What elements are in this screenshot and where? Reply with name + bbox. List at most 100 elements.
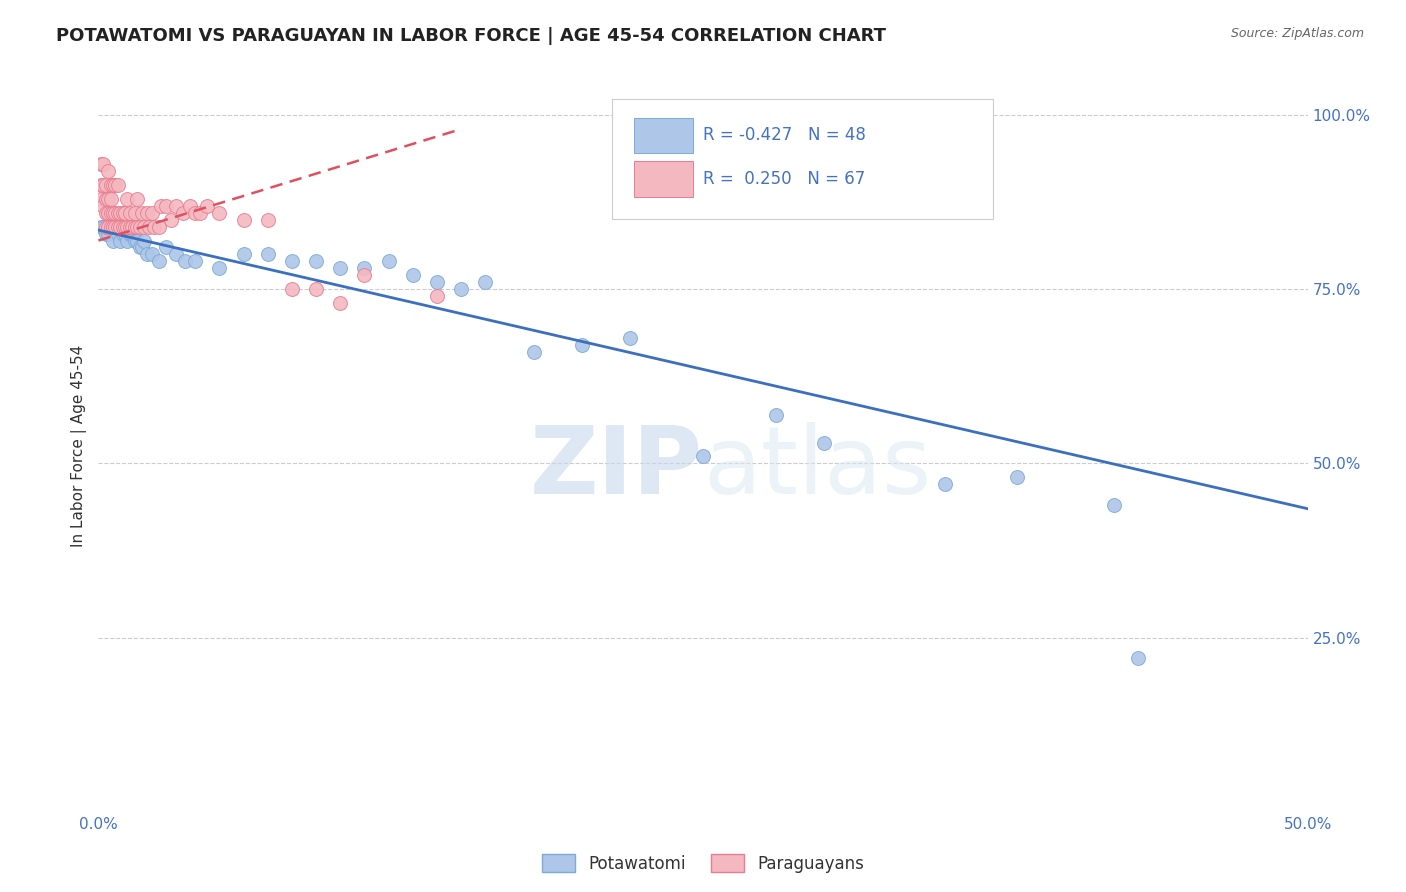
Point — [195, 199, 218, 213]
Point — [256, 247, 278, 261]
Point — [571, 338, 593, 352]
Point — [353, 261, 375, 276]
Point — [121, 227, 143, 241]
Point — [148, 254, 170, 268]
Point — [165, 247, 187, 261]
Point — [114, 219, 136, 234]
Point — [91, 178, 114, 192]
Point — [100, 219, 122, 234]
Point — [232, 212, 254, 227]
FancyBboxPatch shape — [634, 161, 693, 196]
Point — [118, 227, 141, 241]
Legend: Potawatomi, Paraguayans: Potawatomi, Paraguayans — [534, 847, 872, 880]
Point — [108, 219, 131, 234]
Point — [108, 234, 131, 248]
Point — [281, 254, 304, 268]
Point — [97, 219, 120, 234]
FancyBboxPatch shape — [613, 99, 993, 219]
Point — [100, 178, 122, 192]
Point — [474, 275, 496, 289]
Point — [174, 254, 197, 268]
Point — [104, 205, 127, 219]
Point — [111, 205, 134, 219]
Point — [141, 205, 163, 219]
Point — [124, 234, 146, 248]
Point — [188, 205, 211, 219]
Point — [179, 199, 201, 213]
Point — [148, 219, 170, 234]
Text: ZIP: ZIP — [530, 422, 703, 514]
Point — [124, 205, 146, 219]
Point — [692, 450, 714, 464]
Point — [135, 205, 157, 219]
Point — [91, 199, 114, 213]
Point — [329, 296, 352, 310]
Point — [1102, 498, 1125, 512]
Point — [90, 219, 112, 234]
Point — [111, 227, 134, 241]
Text: POTAWATOMI VS PARAGUAYAN IN LABOR FORCE | AGE 45-54 CORRELATION CHART: POTAWATOMI VS PARAGUAYAN IN LABOR FORCE … — [56, 27, 886, 45]
Point — [426, 289, 449, 303]
Text: atlas: atlas — [703, 422, 931, 514]
Point — [104, 219, 127, 234]
Point — [208, 205, 231, 219]
Point — [117, 234, 139, 248]
Point — [813, 435, 835, 450]
Point — [94, 227, 117, 241]
Point — [97, 227, 120, 241]
Point — [90, 178, 112, 192]
Point — [127, 234, 149, 248]
Point — [765, 408, 787, 422]
Point — [94, 192, 117, 206]
Point — [127, 219, 149, 234]
Point — [232, 247, 254, 261]
Point — [305, 254, 328, 268]
Point — [127, 192, 149, 206]
Point — [107, 227, 129, 241]
Point — [256, 212, 278, 227]
Point — [934, 477, 956, 491]
Point — [184, 205, 207, 219]
Point — [1007, 470, 1029, 484]
Point — [184, 254, 207, 268]
Y-axis label: In Labor Force | Age 45-54: In Labor Force | Age 45-54 — [72, 345, 87, 547]
Text: Source: ZipAtlas.com: Source: ZipAtlas.com — [1230, 27, 1364, 40]
Point — [619, 331, 641, 345]
Point — [101, 234, 124, 248]
Point — [101, 205, 124, 219]
FancyBboxPatch shape — [634, 118, 693, 153]
Point — [100, 205, 122, 219]
Point — [104, 178, 127, 192]
Point — [118, 205, 141, 219]
Point — [426, 275, 449, 289]
Point — [97, 164, 120, 178]
Point — [329, 261, 352, 276]
Point — [281, 282, 304, 296]
Point — [131, 240, 153, 254]
Point — [101, 178, 124, 192]
Point — [155, 199, 177, 213]
Text: R = -0.427   N = 48: R = -0.427 N = 48 — [703, 126, 866, 145]
Point — [128, 219, 150, 234]
Point — [1128, 651, 1150, 665]
Point — [165, 199, 187, 213]
Point — [101, 219, 124, 234]
Point — [114, 205, 136, 219]
Point — [117, 192, 139, 206]
Point — [97, 205, 120, 219]
Point — [124, 219, 146, 234]
Point — [117, 219, 139, 234]
Point — [141, 247, 163, 261]
Point — [91, 157, 114, 171]
Point — [353, 268, 375, 283]
Point — [90, 157, 112, 171]
Point — [172, 205, 194, 219]
Point — [104, 219, 127, 234]
Point — [134, 219, 156, 234]
Point — [402, 268, 425, 283]
Point — [107, 205, 129, 219]
Point — [131, 205, 153, 219]
Point — [114, 227, 136, 241]
Point — [108, 205, 131, 219]
Point — [155, 240, 177, 254]
